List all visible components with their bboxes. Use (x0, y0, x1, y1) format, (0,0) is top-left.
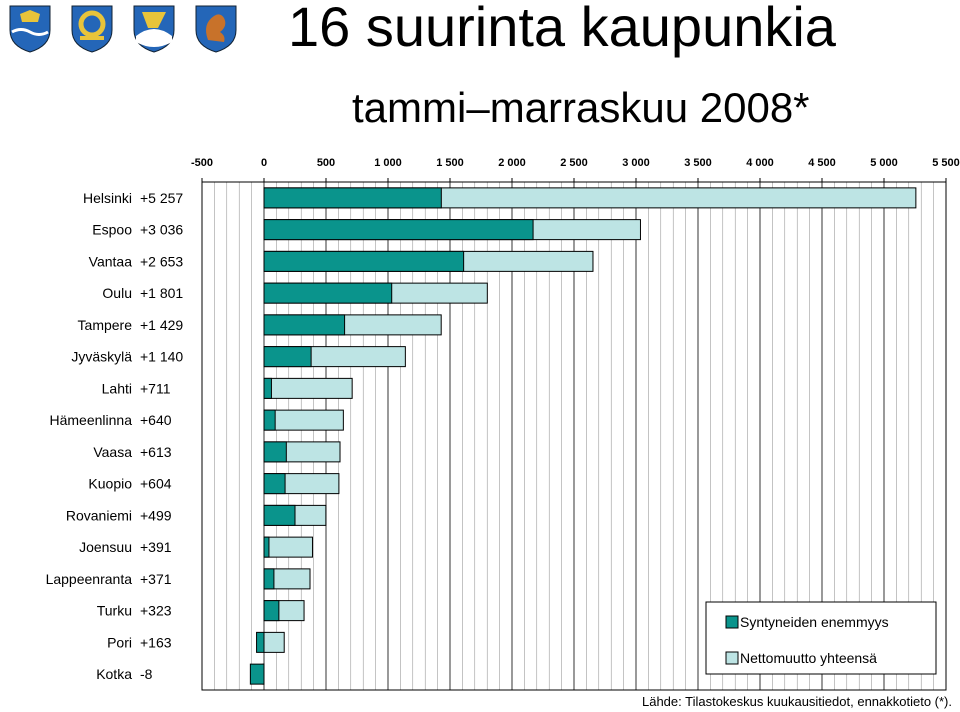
x-tick-label: 2 000 (498, 157, 526, 169)
category-label: Jyväskylä (71, 349, 132, 365)
bar-natural-3 (263, 282, 393, 304)
bar-natural-2 (263, 250, 465, 272)
bar-natural-6 (263, 377, 272, 399)
category-value-label: +613 (140, 444, 172, 460)
x-tick-label: 500 (317, 157, 335, 169)
bar-natural-7 (263, 409, 276, 431)
espoo-coat-of-arms-icon (71, 5, 113, 53)
source-note: Lähde: Tilastokeskus kuukausitiedot, enn… (641, 694, 952, 709)
category-value-label: +391 (140, 539, 172, 555)
x-tick-label: 5 500 (932, 157, 960, 169)
category-value-label: +640 (140, 412, 172, 428)
legend-swatch (725, 615, 739, 629)
legend-swatch (725, 651, 739, 665)
bar-natural-11 (263, 536, 270, 558)
x-tick-label: -500 (191, 157, 213, 169)
category-value-label: +371 (140, 571, 172, 587)
category-label: Rovaniemi (66, 507, 132, 523)
kauniainen-coat-of-arms-icon (195, 5, 237, 53)
bar-total-6 (263, 377, 353, 399)
x-tick-label: 4 500 (808, 157, 836, 169)
category-label: Helsinki (83, 190, 132, 206)
bar-natural-10 (263, 504, 296, 526)
legend-box (705, 601, 937, 675)
category-label: Tampere (78, 317, 133, 333)
vantaa-coat-of-arms-icon (133, 5, 175, 53)
bar-natural-4 (263, 314, 346, 336)
category-value-label: +2 653 (140, 253, 183, 269)
category-label: Kotka (96, 666, 132, 682)
x-tick-label: 1 000 (374, 157, 402, 169)
legend-label: Nettomuutto yhteensä (740, 650, 877, 666)
category-value-label: +163 (140, 634, 172, 650)
bar-natural-9 (263, 473, 286, 495)
category-label: Espoo (92, 222, 132, 238)
bar-natural-5 (263, 346, 312, 368)
bar-natural-1 (263, 219, 534, 241)
x-tick-label: 0 (261, 157, 267, 169)
category-value-label: +711 (140, 380, 171, 396)
category-value-label: +1 801 (140, 285, 183, 301)
category-value-label: +323 (140, 603, 172, 619)
bar-total-14 (263, 631, 285, 653)
bar-total-7 (263, 409, 344, 431)
bar-natural-12 (263, 568, 275, 590)
category-value-label: +5 257 (140, 190, 183, 206)
legend-label: Syntyneiden enemmyys (740, 614, 889, 630)
bar-natural-8 (263, 441, 287, 463)
category-label: Pori (107, 634, 132, 650)
category-value-label: +1 140 (140, 349, 183, 365)
logo-row (4, 2, 242, 54)
x-tick-label: 2 500 (560, 157, 588, 169)
category-value-label: -8 (140, 666, 153, 682)
x-tick-label: 4 000 (746, 157, 774, 169)
category-value-label: +1 429 (140, 317, 183, 333)
bar-natural-0 (263, 187, 442, 209)
bar-total-11 (263, 536, 313, 558)
category-label: Joensuu (79, 539, 132, 555)
category-label: Vantaa (89, 253, 133, 269)
category-label: Oulu (102, 285, 132, 301)
helsinki-coat-of-arms-icon (9, 5, 51, 53)
category-label: Kuopio (88, 476, 132, 492)
x-tick-label: 3 000 (622, 157, 650, 169)
category-label: Turku (97, 603, 132, 619)
x-tick-label: 5 000 (870, 157, 898, 169)
bar-natural-13 (263, 600, 280, 622)
category-value-label: +3 036 (140, 222, 183, 238)
bar-natural-15 (249, 663, 265, 685)
x-tick-label: 1 500 (436, 157, 464, 169)
category-label: Hämeenlinna (50, 412, 133, 428)
x-tick-label: 3 500 (684, 157, 712, 169)
category-value-label: +499 (140, 507, 172, 523)
category-label: Lappeenranta (46, 571, 133, 587)
category-label: Lahti (102, 380, 132, 396)
bar-natural-14 (256, 631, 265, 653)
category-value-label: +604 (140, 476, 172, 492)
page-title: 16 suurinta kaupunkia (288, 0, 836, 58)
page-subtitle: tammi–marraskuu 2008* (352, 84, 810, 131)
category-label: Vaasa (93, 444, 132, 460)
